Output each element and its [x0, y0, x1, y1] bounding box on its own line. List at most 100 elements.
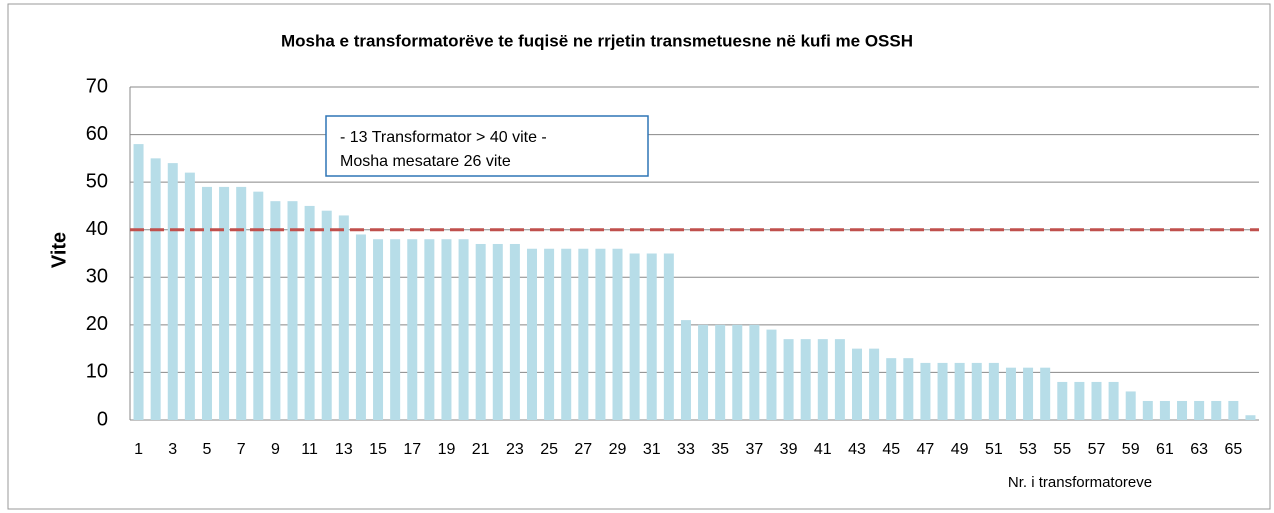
- bar: [1177, 400, 1188, 420]
- x-tick-label: 33: [677, 441, 695, 458]
- bar: [1125, 391, 1136, 420]
- y-axis-label: Vite: [48, 232, 70, 268]
- bar: [612, 248, 623, 420]
- x-tick-label: 31: [643, 441, 661, 458]
- bar: [236, 186, 247, 420]
- bar: [133, 144, 144, 421]
- bar: [304, 205, 315, 420]
- y-tick-label: 10: [86, 361, 108, 383]
- bar: [800, 339, 811, 420]
- bar: [749, 324, 760, 420]
- x-tick-label: 39: [780, 441, 798, 458]
- bar: [852, 348, 863, 420]
- bar: [920, 362, 931, 420]
- bar: [270, 201, 281, 420]
- x-tick-label: 63: [1190, 441, 1208, 458]
- bar: [219, 186, 230, 420]
- bar: [544, 248, 555, 420]
- bar: [1091, 381, 1102, 420]
- bar: [1108, 381, 1119, 420]
- bar: [1023, 367, 1034, 420]
- bar: [338, 215, 349, 420]
- bar: [680, 320, 691, 420]
- x-tick-label: 13: [335, 441, 353, 458]
- y-tick-label: 60: [86, 123, 108, 145]
- bar: [287, 201, 298, 420]
- bar: [561, 248, 572, 420]
- bar: [971, 362, 982, 420]
- bar: [1159, 400, 1170, 420]
- x-tick-label: 11: [301, 441, 318, 458]
- x-tick-label: 61: [1156, 441, 1174, 458]
- x-tick-label: 19: [438, 441, 456, 458]
- bar: [373, 239, 384, 420]
- bar: [184, 172, 195, 420]
- x-tick-label: 3: [168, 441, 177, 458]
- bar: [663, 253, 674, 420]
- bar: [390, 239, 401, 420]
- x-axis-label: Nr. i transformatoreve: [1008, 474, 1152, 491]
- x-tick-label: 43: [848, 441, 866, 458]
- x-tick-label: 27: [574, 441, 592, 458]
- y-tick-label: 0: [97, 408, 108, 430]
- x-tick-label: 15: [369, 441, 387, 458]
- bar: [578, 248, 589, 420]
- y-tick-label: 30: [86, 266, 108, 288]
- bar: [167, 163, 178, 420]
- x-tick-label: 41: [814, 441, 832, 458]
- x-tick-label: 51: [985, 441, 1003, 458]
- x-tick-label: 25: [540, 441, 558, 458]
- x-tick-label: 53: [1019, 441, 1037, 458]
- bar: [817, 339, 828, 420]
- bar: [1040, 367, 1051, 420]
- bar: [475, 243, 486, 420]
- bar: [1194, 400, 1205, 420]
- bar: [698, 324, 709, 420]
- x-tick-label: 47: [917, 441, 935, 458]
- bar: [629, 253, 640, 420]
- y-tick-label: 40: [86, 218, 108, 240]
- x-tick-label: 29: [609, 441, 627, 458]
- x-tick-label: 37: [745, 441, 763, 458]
- x-tick-label: 9: [271, 441, 280, 458]
- bar: [424, 239, 435, 420]
- annotation-box: [325, 115, 649, 177]
- y-tick-label: 20: [86, 313, 108, 335]
- x-tick-label: 45: [882, 441, 900, 458]
- bar: [766, 329, 777, 420]
- bar: [1211, 400, 1222, 420]
- y-tick-label: 70: [86, 75, 108, 97]
- bar: [595, 248, 606, 420]
- bar: [321, 210, 332, 420]
- x-tick-label: 55: [1053, 441, 1071, 458]
- bar: [869, 348, 880, 420]
- bar: [1074, 381, 1085, 420]
- bar: [509, 243, 520, 420]
- x-tick-label: 59: [1122, 441, 1140, 458]
- y-tick-label: 50: [86, 170, 108, 192]
- bar: [253, 191, 264, 420]
- x-tick-label: 17: [403, 441, 421, 458]
- bar: [732, 324, 743, 420]
- bar: [903, 358, 914, 420]
- bar: [1005, 367, 1016, 420]
- x-tick-label: 5: [203, 441, 212, 458]
- x-tick-label: 21: [472, 441, 490, 458]
- bar: [954, 362, 965, 420]
- bar: [834, 339, 845, 420]
- bar: [1142, 400, 1153, 420]
- bar: [988, 362, 999, 420]
- bar: [1245, 415, 1256, 420]
- chart-title: Mosha e transformatorëve te fuqisë ne rr…: [281, 31, 913, 50]
- bar: [783, 339, 794, 420]
- bar: [937, 362, 948, 420]
- x-tick-label: 65: [1224, 441, 1242, 458]
- x-tick-label: 35: [711, 441, 729, 458]
- x-tick-label: 23: [506, 441, 524, 458]
- bar: [407, 239, 418, 420]
- bar: [1057, 381, 1068, 420]
- bar: [150, 158, 161, 420]
- bar: [646, 253, 657, 420]
- bar: [458, 239, 469, 420]
